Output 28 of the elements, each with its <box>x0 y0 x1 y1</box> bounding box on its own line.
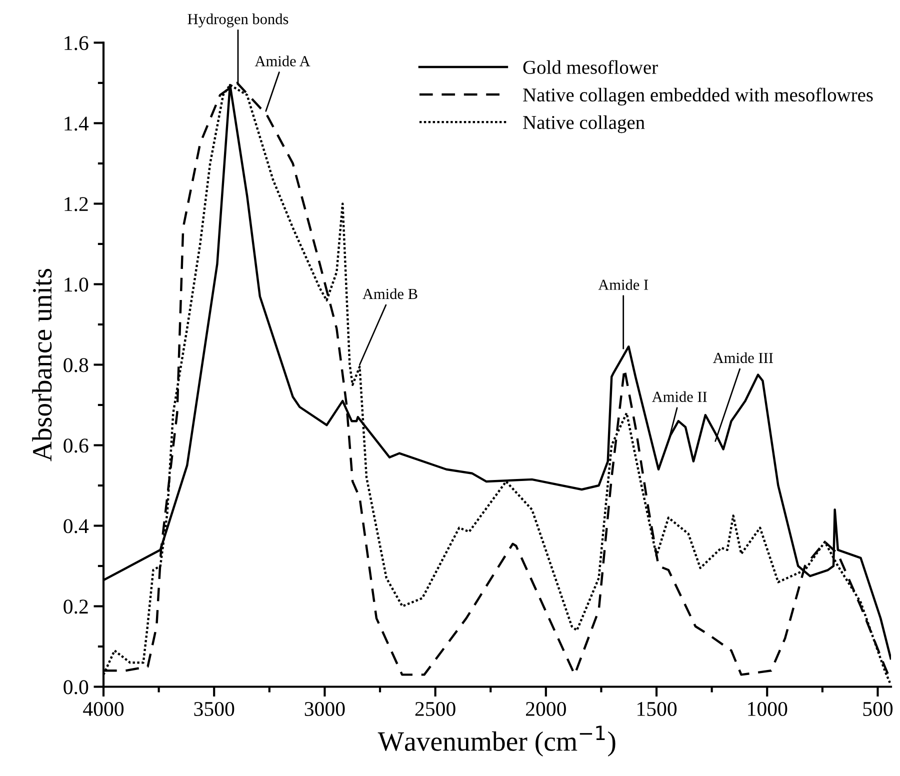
x-tick-label: 2000 <box>526 702 566 716</box>
y-tick-label: 1.6 <box>64 36 88 50</box>
x-tick-label: 4000 <box>83 702 124 716</box>
x-tick-label: 2500 <box>415 702 456 716</box>
y-tick-label: 0.0 <box>64 680 88 694</box>
x-tick-label: 500 <box>863 702 893 716</box>
annotation: Amide III <box>712 352 773 364</box>
x-tick-label: 1500 <box>638 702 677 716</box>
annotation: Amide II <box>652 391 707 402</box>
x-tick-label: 3000 <box>304 702 345 716</box>
y-tick-label: 0.4 <box>64 519 89 534</box>
x-axis-title: Wavenumber (cm$^{−1}$) <box>378 726 616 757</box>
y-tick-label: 0.8 <box>64 358 88 372</box>
legend-label: Native collagen <box>523 115 645 134</box>
legend-label: Native collagen embedded with mesoflowres <box>523 88 873 106</box>
y-tick-label: 0.2 <box>64 600 88 614</box>
y-tick-label: 1.4 <box>64 116 89 131</box>
y-tick-label: 0.6 <box>64 438 88 453</box>
legend-label: Gold mesoflower <box>523 60 658 74</box>
y-tick-label: 1.0 <box>64 278 88 292</box>
annotation: Amide I <box>598 279 648 290</box>
y-tick-label: 1.2 <box>64 197 88 212</box>
x-tick-label: 3500 <box>194 702 234 716</box>
y-axis-title: Absorbance units <box>32 268 52 462</box>
annotation: Amide A <box>254 56 310 66</box>
annotation: Hydrogen bonds <box>188 13 288 28</box>
x-tick-label: 1000 <box>748 702 788 716</box>
annotation: Amide B <box>362 288 418 300</box>
